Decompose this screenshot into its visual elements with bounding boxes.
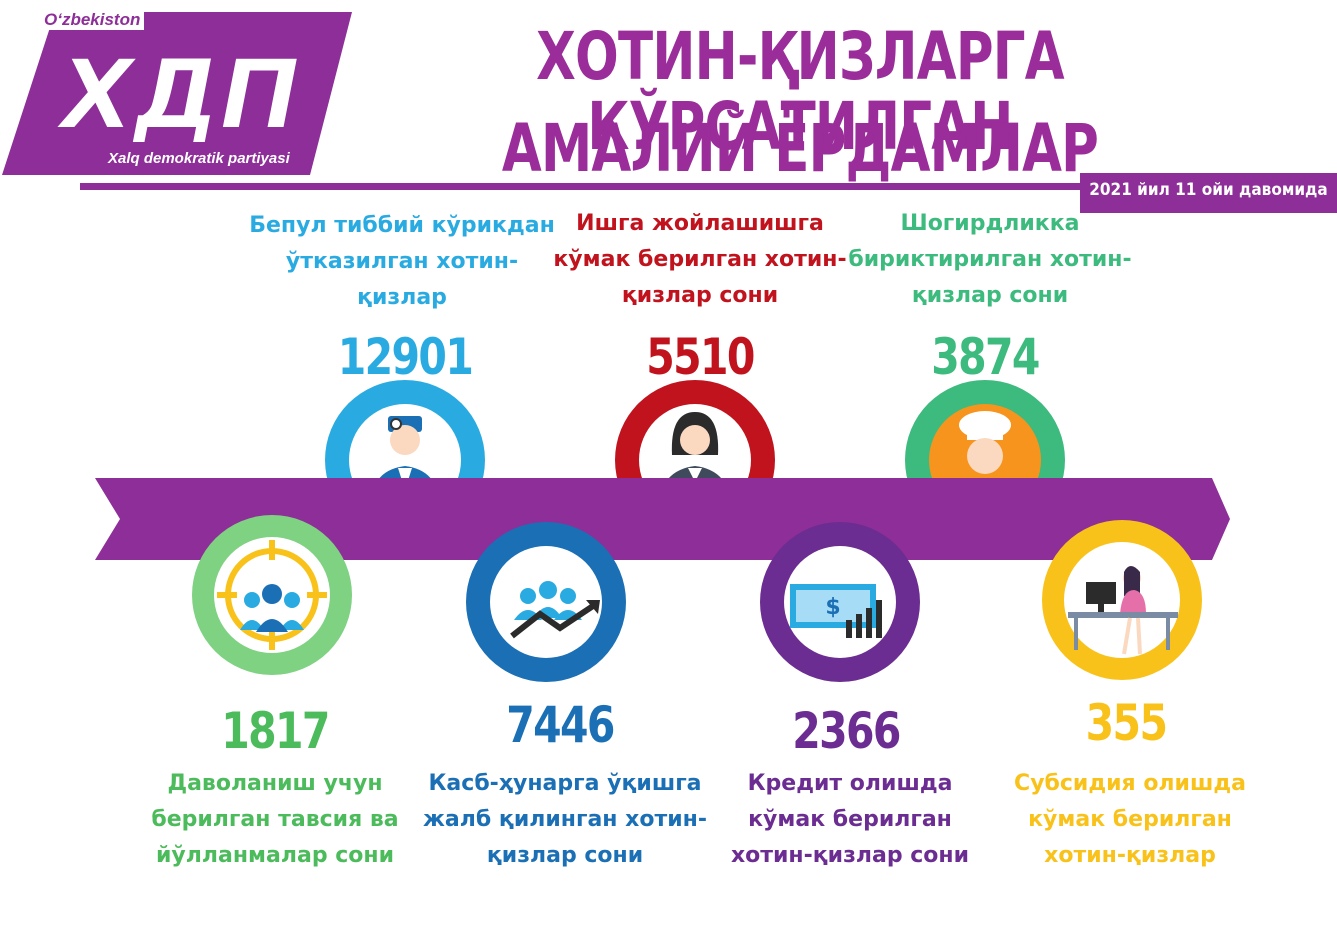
logo-abbr: ХДП bbox=[55, 39, 300, 151]
stat-employment-label-line1: Ишга жойлашишга bbox=[576, 211, 824, 236]
stat-treatment-value: 1817 bbox=[221, 702, 330, 760]
stat-treatment-label-line3: йўлланмалар сони bbox=[156, 843, 394, 868]
stat-employment-label: Ишга жойлашишга кўмак берилган хотин- қи… bbox=[550, 206, 850, 314]
stat-employment-label-line3: қизлар сони bbox=[621, 283, 779, 308]
page-title-line2: АМАЛИЙ ЁРДАМЛАР bbox=[501, 110, 1099, 187]
period-badge bbox=[1080, 173, 1337, 213]
stat-vocational-label-line3: қизлар сони bbox=[486, 843, 644, 868]
stat-credit-label-line2: кўмак берилган bbox=[748, 807, 952, 832]
page-title-line1: ХОТИН-ҚИЗЛАРГА КЎРСАТИЛГАН bbox=[536, 18, 1064, 165]
stat-credit-label-line1: Кредит олишда bbox=[747, 771, 953, 796]
stat-employment-label-line2: кўмак берилган хотин- bbox=[553, 247, 847, 272]
stat-apprentice-label-line1: Шогирдликка bbox=[900, 211, 1080, 236]
stat-subsidy-label-line1: Субсидия олишда bbox=[1014, 771, 1246, 796]
stat-vocational-label-line2: жалб қилинган хотин- bbox=[423, 807, 707, 832]
stat-medical-label-line1: Бепул тиббий кўрикдан bbox=[249, 213, 555, 238]
stat-medical-label-line2: ўтказилган хотин- қизлар bbox=[285, 249, 519, 310]
stat-subsidy-label-line3: хотин-қизлар bbox=[1044, 843, 1216, 868]
target-people-icon bbox=[192, 515, 352, 675]
logo-country: O‘zbekiston bbox=[40, 10, 145, 30]
stat-credit-label-line3: хотин-қизлар сони bbox=[730, 843, 970, 868]
stat-apprentice-value: 3874 bbox=[931, 328, 1040, 386]
stat-vocational-label: Касб-ҳунарга ўқишга жалб қилинган хотин-… bbox=[415, 766, 715, 874]
period-text: 2021 йил 11 ойи давомида bbox=[1089, 180, 1328, 200]
stat-treatment-label-line1: Даволаниш учун bbox=[167, 771, 383, 796]
stat-subsidy-value: 355 bbox=[1085, 694, 1168, 752]
stat-vocational-value: 7446 bbox=[506, 696, 615, 754]
stat-employment-value: 5510 bbox=[646, 328, 755, 386]
stat-credit-value: 2366 bbox=[792, 702, 901, 760]
stat-treatment-label-line2: берилган тавсия ва bbox=[151, 807, 399, 832]
svg-text:$: $ bbox=[825, 595, 840, 620]
stat-medical-value: 12901 bbox=[337, 328, 474, 386]
stat-vocational-label-line1: Касб-ҳунарга ўқишга bbox=[428, 771, 702, 796]
stat-treatment-label: Даволаниш учун берилган тавсия ва йўллан… bbox=[130, 766, 420, 874]
stat-apprentice-label: Шогирдликка бириктирилган хотин- қизлар … bbox=[840, 206, 1140, 314]
party-logo: ХДП bbox=[2, 12, 352, 175]
money-chart-icon: $ bbox=[760, 522, 920, 682]
header-divider bbox=[80, 183, 1337, 190]
stat-subsidy-label-line2: кўмак берилган bbox=[1028, 807, 1232, 832]
stat-subsidy-label: Субсидия олишда кўмак берилган хотин-қиз… bbox=[995, 766, 1265, 874]
woman-desk-icon bbox=[1042, 520, 1202, 680]
timeline-arrow bbox=[95, 478, 1230, 560]
stat-apprentice-label-line3: қизлар сони bbox=[911, 283, 1069, 308]
logo-party-name: Xalq demokratik partiyasi bbox=[108, 150, 290, 167]
stat-apprentice-label-line2: бириктирилган хотин- bbox=[848, 247, 1132, 272]
stat-medical-label: Бепул тиббий кўрикдан ўтказилган хотин- … bbox=[247, 208, 557, 316]
growth-people-icon bbox=[466, 522, 626, 682]
stat-credit-label: Кредит олишда кўмак берилган хотин-қизла… bbox=[700, 766, 1000, 874]
